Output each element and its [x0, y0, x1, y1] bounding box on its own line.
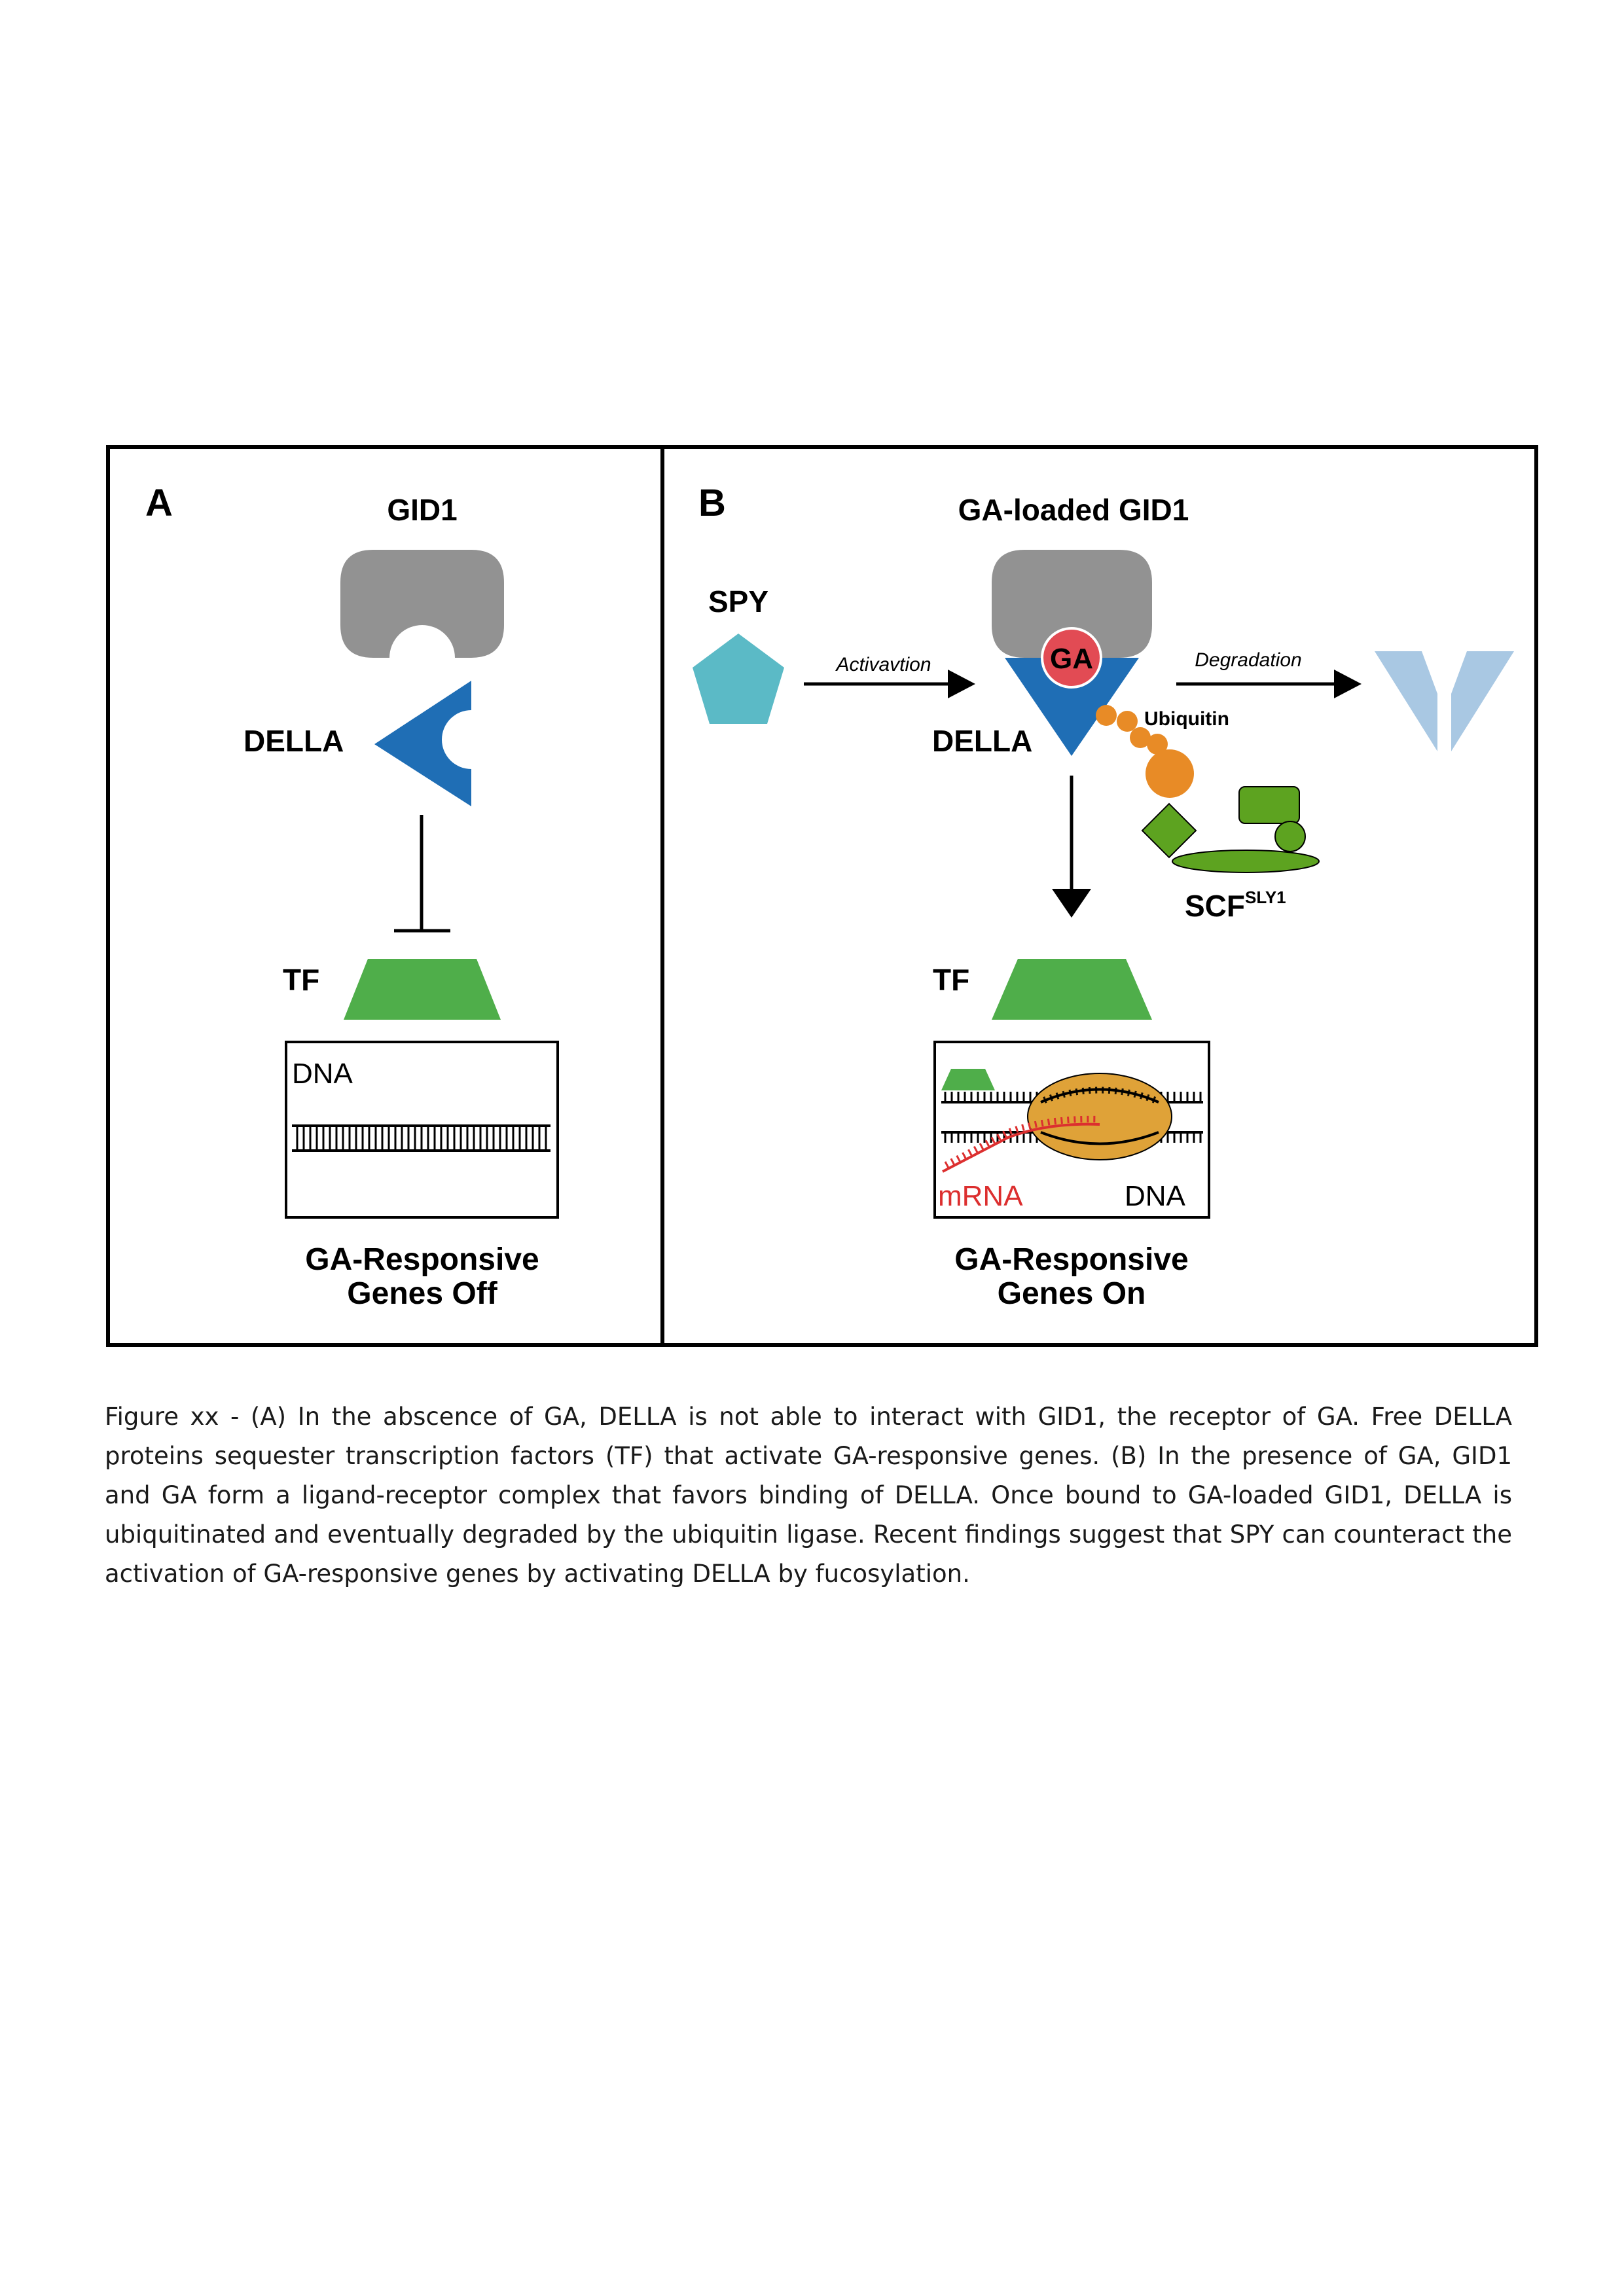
- activation-label: Activavtion: [835, 654, 931, 675]
- scf-label-superscript: SLY1: [1245, 888, 1286, 907]
- degradation-label: Degradation: [1195, 649, 1301, 671]
- scf-label-main: SCF: [1185, 889, 1245, 923]
- panel-a-letter: A: [145, 482, 173, 524]
- scf-complex: [1141, 786, 1320, 873]
- tf-shape: [344, 959, 501, 1020]
- panel-a-status-line2: Genes Off: [347, 1276, 497, 1311]
- ubiquitin-chain: [1096, 705, 1194, 798]
- panel-b-tf-shape: [992, 959, 1152, 1020]
- down-arrowhead: [1052, 889, 1091, 918]
- panel-b-status-line2: Genes On: [998, 1276, 1146, 1311]
- degraded-della-fragments: [1375, 651, 1514, 751]
- panel-a-dna-label: DNA: [292, 1058, 353, 1090]
- figure-frame: [106, 445, 1538, 1347]
- figure-caption: Figure xx - (A) In the abscence of GA, D…: [105, 1403, 1512, 1588]
- gid1-receptor-shape: [340, 550, 504, 658]
- della-shape: [374, 681, 471, 806]
- spy-label: SPY: [708, 584, 768, 619]
- activation-arrowhead: [948, 670, 975, 698]
- spy-pentagon: [693, 634, 784, 724]
- panel-b-tf-label: TF: [933, 963, 969, 997]
- scf-label: SCFSLY1: [1185, 888, 1286, 923]
- degradation-arrowhead: [1334, 670, 1362, 698]
- panel-a-tf-label: TF: [283, 963, 319, 997]
- mrna-label: mRNA: [938, 1180, 1023, 1212]
- panel-a-status-line1: GA-Responsive: [305, 1242, 539, 1277]
- panel-b-della-label: DELLA: [932, 724, 1032, 758]
- ga-loaded-gid1-shape: [992, 550, 1152, 658]
- panel-a-gid1-label: GID1: [387, 493, 457, 527]
- panel-a-della-label: DELLA: [244, 724, 344, 758]
- panel-b-status-line1: GA-Responsive: [954, 1242, 1188, 1277]
- ga-label: GA: [1050, 643, 1093, 675]
- panel-b-dna-label: DNA: [1125, 1180, 1186, 1212]
- panel-a: A GID1 DELLA TF DNA GA-Responsive Genes …: [145, 482, 559, 1311]
- transcription-scene: [941, 1069, 1203, 1173]
- panel-b-letter: B: [698, 482, 726, 524]
- ga-circle: [1041, 627, 1102, 689]
- panel-a-dna-helix: [292, 1124, 550, 1152]
- della-bound-shape: [1005, 658, 1139, 756]
- ubiquitin-label: Ubiquitin: [1144, 708, 1229, 730]
- panel-b: B GA-loaded GID1 SPY Activavtion GA DELL…: [693, 482, 1514, 1311]
- mrna-strand: [942, 1122, 1100, 1173]
- panel-b-gid1-label: GA-loaded GID1: [958, 493, 1189, 527]
- rna-polymerase: [1027, 1073, 1172, 1160]
